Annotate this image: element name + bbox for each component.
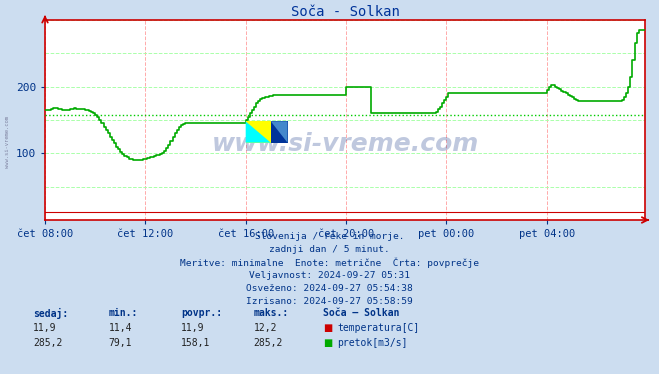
Text: temperatura[C]: temperatura[C] (337, 323, 420, 333)
Text: 11,4: 11,4 (109, 323, 132, 333)
Polygon shape (246, 121, 271, 142)
Text: www.si-vreme.com: www.si-vreme.com (212, 132, 478, 156)
Text: 12,2: 12,2 (254, 323, 277, 333)
Polygon shape (271, 121, 287, 142)
Text: Izrisano: 2024-09-27 05:58:59: Izrisano: 2024-09-27 05:58:59 (246, 297, 413, 306)
Text: ■: ■ (323, 338, 332, 348)
Text: min.:: min.: (109, 308, 138, 318)
Text: 158,1: 158,1 (181, 338, 211, 348)
Text: Osveženo: 2024-09-27 05:54:38: Osveženo: 2024-09-27 05:54:38 (246, 284, 413, 293)
Text: Slovenija / reke in morje.: Slovenija / reke in morje. (255, 232, 404, 241)
Text: 11,9: 11,9 (33, 323, 57, 333)
Text: 79,1: 79,1 (109, 338, 132, 348)
Text: www.si-vreme.com: www.si-vreme.com (5, 116, 11, 168)
Text: Veljavnost: 2024-09-27 05:31: Veljavnost: 2024-09-27 05:31 (249, 271, 410, 280)
Text: maks.:: maks.: (254, 308, 289, 318)
Text: 285,2: 285,2 (254, 338, 283, 348)
Title: Soča - Solkan: Soča - Solkan (291, 5, 399, 19)
Text: Meritve: minimalne  Enote: metrične  Črta: povprečje: Meritve: minimalne Enote: metrične Črta:… (180, 258, 479, 269)
Bar (271, 121, 287, 142)
Text: Soča – Solkan: Soča – Solkan (323, 308, 399, 318)
Text: sedaj:: sedaj: (33, 308, 68, 319)
Bar (246, 121, 287, 142)
Text: povpr.:: povpr.: (181, 308, 222, 318)
Bar (246, 121, 271, 142)
Text: 11,9: 11,9 (181, 323, 205, 333)
Text: pretok[m3/s]: pretok[m3/s] (337, 338, 408, 348)
Text: ■: ■ (323, 323, 332, 333)
Text: zadnji dan / 5 minut.: zadnji dan / 5 minut. (269, 245, 390, 254)
Text: 285,2: 285,2 (33, 338, 63, 348)
